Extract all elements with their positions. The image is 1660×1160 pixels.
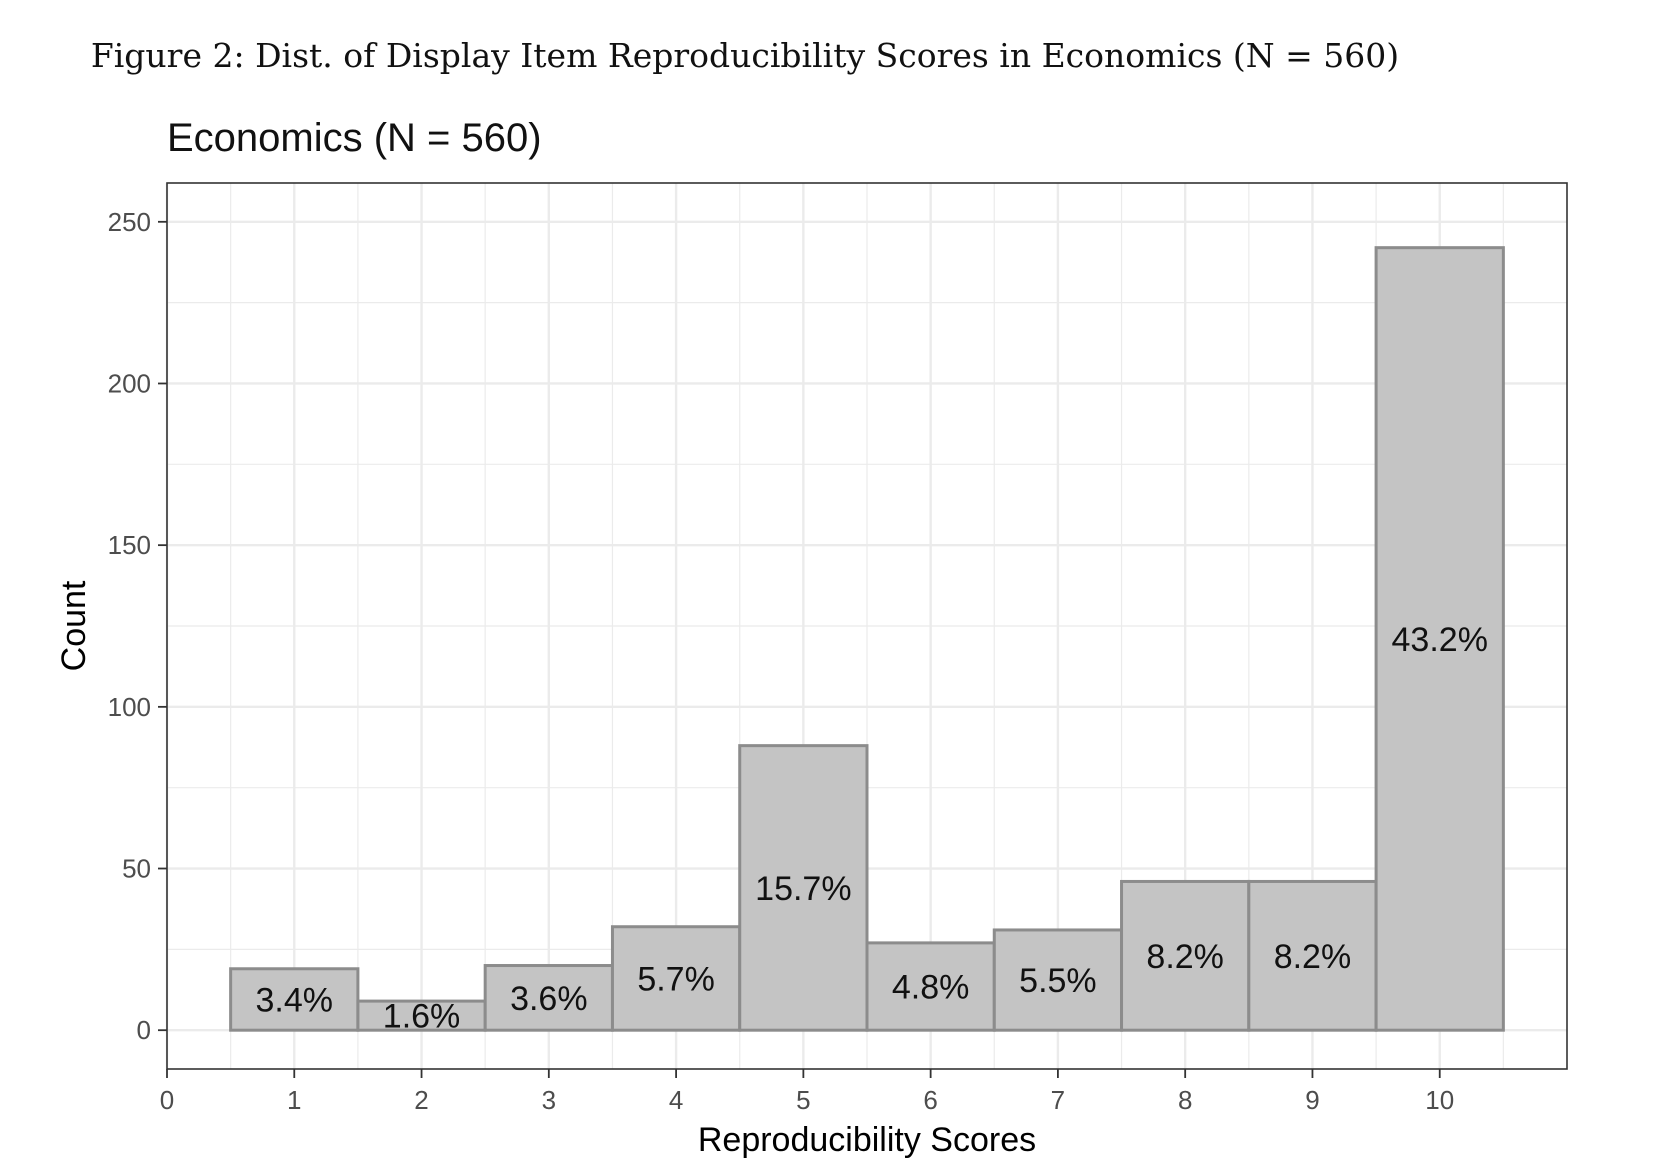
bar-label: 8.2% bbox=[1274, 938, 1352, 976]
chart-title: Economics (N = 560) bbox=[167, 116, 542, 160]
bar-label: 5.7% bbox=[637, 960, 715, 998]
bars bbox=[229, 246, 1505, 1032]
bar-6 bbox=[865, 941, 996, 1032]
bar-label: 3.4% bbox=[256, 981, 334, 1019]
x-tick-label: 7 bbox=[1051, 1085, 1065, 1115]
plot-frame bbox=[166, 182, 1568, 1070]
bar-9 bbox=[1247, 879, 1378, 1032]
y-tick-label: 0 bbox=[137, 1015, 151, 1045]
panel-border bbox=[166, 182, 1568, 1070]
bar-1 bbox=[229, 967, 360, 1032]
bar-label: 4.8% bbox=[892, 969, 970, 1007]
bar-10 bbox=[1374, 246, 1505, 1032]
x-tick-label: 8 bbox=[1178, 1085, 1192, 1115]
x-tick-label: 10 bbox=[1425, 1085, 1454, 1115]
bar-5 bbox=[738, 744, 869, 1032]
x-axis-title: Reproducibility Scores bbox=[698, 1121, 1036, 1159]
y-tick-label: 250 bbox=[108, 207, 151, 237]
y-tick-label: 100 bbox=[108, 692, 151, 722]
x-tick-label: 0 bbox=[160, 1085, 174, 1115]
y-tick-label: 50 bbox=[122, 854, 151, 884]
bar-label: 5.5% bbox=[1019, 962, 1097, 1000]
figure-caption: Figure 2: Dist. of Display Item Reproduc… bbox=[90, 36, 1400, 75]
x-tick-label: 2 bbox=[414, 1085, 428, 1115]
y-axis-title: Count bbox=[55, 580, 93, 671]
x-tick-label: 3 bbox=[542, 1085, 556, 1115]
bar-4 bbox=[610, 925, 742, 1032]
bar-2 bbox=[356, 999, 487, 1032]
y-tick-label: 150 bbox=[108, 530, 151, 560]
x-tick-label: 1 bbox=[287, 1085, 301, 1115]
bar-8 bbox=[1120, 879, 1251, 1032]
bar-label: 43.2% bbox=[1392, 621, 1488, 659]
bar-label: 8.2% bbox=[1146, 938, 1224, 976]
x-tick-label: 5 bbox=[796, 1085, 810, 1115]
bar-label: 15.7% bbox=[755, 870, 851, 908]
ticks: 0 50 100 150 200 250 0 1 2 3 4 5 6 7 8 9 10 bbox=[108, 207, 1455, 1115]
bar-3 bbox=[483, 964, 614, 1032]
y-tick-label: 200 bbox=[108, 368, 151, 398]
bar-7 bbox=[992, 928, 1124, 1032]
x-tick-label: 6 bbox=[923, 1085, 937, 1115]
x-tick-label: 4 bbox=[669, 1085, 683, 1115]
bar-label: 3.6% bbox=[510, 980, 588, 1018]
x-tick-label: 9 bbox=[1305, 1085, 1319, 1115]
bar-label: 1.6% bbox=[383, 998, 461, 1036]
bar-labels: 3.4% 1.6% 3.6% 5.7% 15.7% 4.8% 5.5% 8.2% 8.2% 43.… bbox=[256, 621, 1488, 1036]
